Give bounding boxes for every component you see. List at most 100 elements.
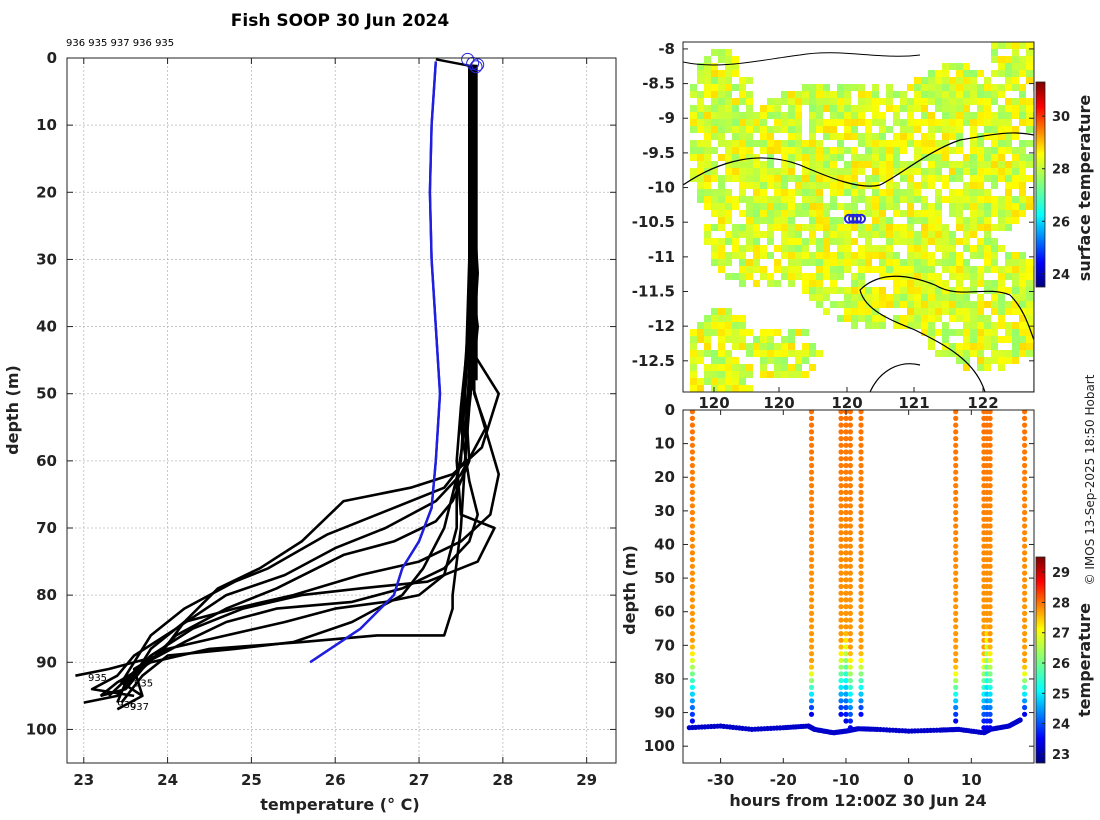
sst-cell [837,84,844,91]
sst-cell [704,119,711,126]
sst-cell [872,196,879,203]
sst-cell [956,105,963,112]
cast-temp-point [843,718,849,724]
sst-cell [970,70,977,77]
sst-cell [977,280,984,287]
sst-cell [907,84,914,91]
cast-temp-point [1022,476,1028,482]
sst-cell [914,105,921,112]
sst-cell [893,231,900,238]
sst-cell [928,315,935,322]
cast-temp-point [838,550,844,556]
cast-temp-point [838,509,844,516]
sst-cell [844,245,851,252]
cast-temp-point [838,462,844,469]
sst-cell [928,91,935,98]
sst-cell [774,182,781,189]
sst-cell [718,105,725,112]
sst-cell [802,189,809,196]
sst-cell [991,42,998,49]
sst-cell [809,196,816,203]
sst-cell [865,266,872,273]
sst-cell [704,91,711,98]
sst-cell [963,259,970,266]
cast-temp-point [689,711,696,717]
cast-temp-point [953,704,959,711]
sst-cell [1026,42,1033,49]
sst-cell [746,133,753,140]
sst-cell [802,175,809,182]
sst-cell [886,154,893,161]
time-tick-label: -20 [770,771,797,789]
sst-cell [1019,315,1026,322]
sst-cell [816,147,823,154]
sst-cell [781,91,788,98]
cast-temp-point [838,536,844,543]
sst-cell [886,196,893,203]
sst-cell [998,84,1005,91]
sst-cell [928,294,935,301]
sst-cell [823,308,830,315]
sst-cell [956,329,963,336]
sst-cell [809,140,816,147]
sst-cell [907,301,914,308]
temp-colorbar [1035,556,1046,764]
sst-cell [977,273,984,280]
y-tick-label: 60 [36,452,57,470]
sst-cell [718,343,725,350]
cast-temp-point [838,563,844,569]
sst-cell [858,259,865,266]
sst-cell [921,98,928,105]
cast-temp-point [953,557,959,563]
cast-temp-point [858,543,864,549]
sst-cell [837,154,844,161]
sst-cell [998,322,1005,329]
sst-cell [942,175,949,182]
sst-cell [949,91,956,98]
sst-cell [823,154,830,161]
sst-cell [956,357,963,364]
sst-cell [802,161,809,168]
cast-temp-point [808,543,815,549]
sst-cell [711,308,718,315]
sst-cell [739,364,746,371]
cast-temp-point [1022,563,1028,569]
sst-cell [795,238,802,245]
cast-temp-point [843,624,849,630]
sst-cell [697,91,704,98]
sst-cell [718,259,725,266]
cast-temp-point [987,536,993,543]
sst-cell [886,140,893,147]
cast-temp-point [689,657,696,664]
cast-temp-point [847,469,854,475]
sst-cell [767,238,774,245]
sst-cell [942,77,949,84]
sst-cell [921,308,928,315]
sst-cell [935,189,942,196]
sst-cell [970,308,977,315]
sst-cell [788,210,795,217]
sst-cell [788,161,795,168]
cast-temp-point [1022,691,1028,697]
scatter-frame [682,409,1035,764]
sst-cell [921,119,928,126]
sst-cell [1005,196,1012,203]
coastline-island [859,275,1034,392]
sst-cell [865,294,872,301]
sst-cell [921,147,928,154]
x-tick-label: 29 [576,771,597,789]
cast-temp-point [858,637,864,643]
cast-temp-point [838,590,844,596]
sst-cell [802,350,809,357]
sst-cell [704,133,711,140]
sst-cell [753,161,760,168]
sst-cell [753,266,760,273]
sst-cell [984,336,991,343]
sst-cell [921,217,928,224]
cast-temp-point [847,624,854,630]
sst-cell [739,371,746,378]
cast-temp-point [847,516,854,522]
cast-temp-point [689,577,696,583]
sst-cell [984,77,991,84]
sst-cell [837,147,844,154]
